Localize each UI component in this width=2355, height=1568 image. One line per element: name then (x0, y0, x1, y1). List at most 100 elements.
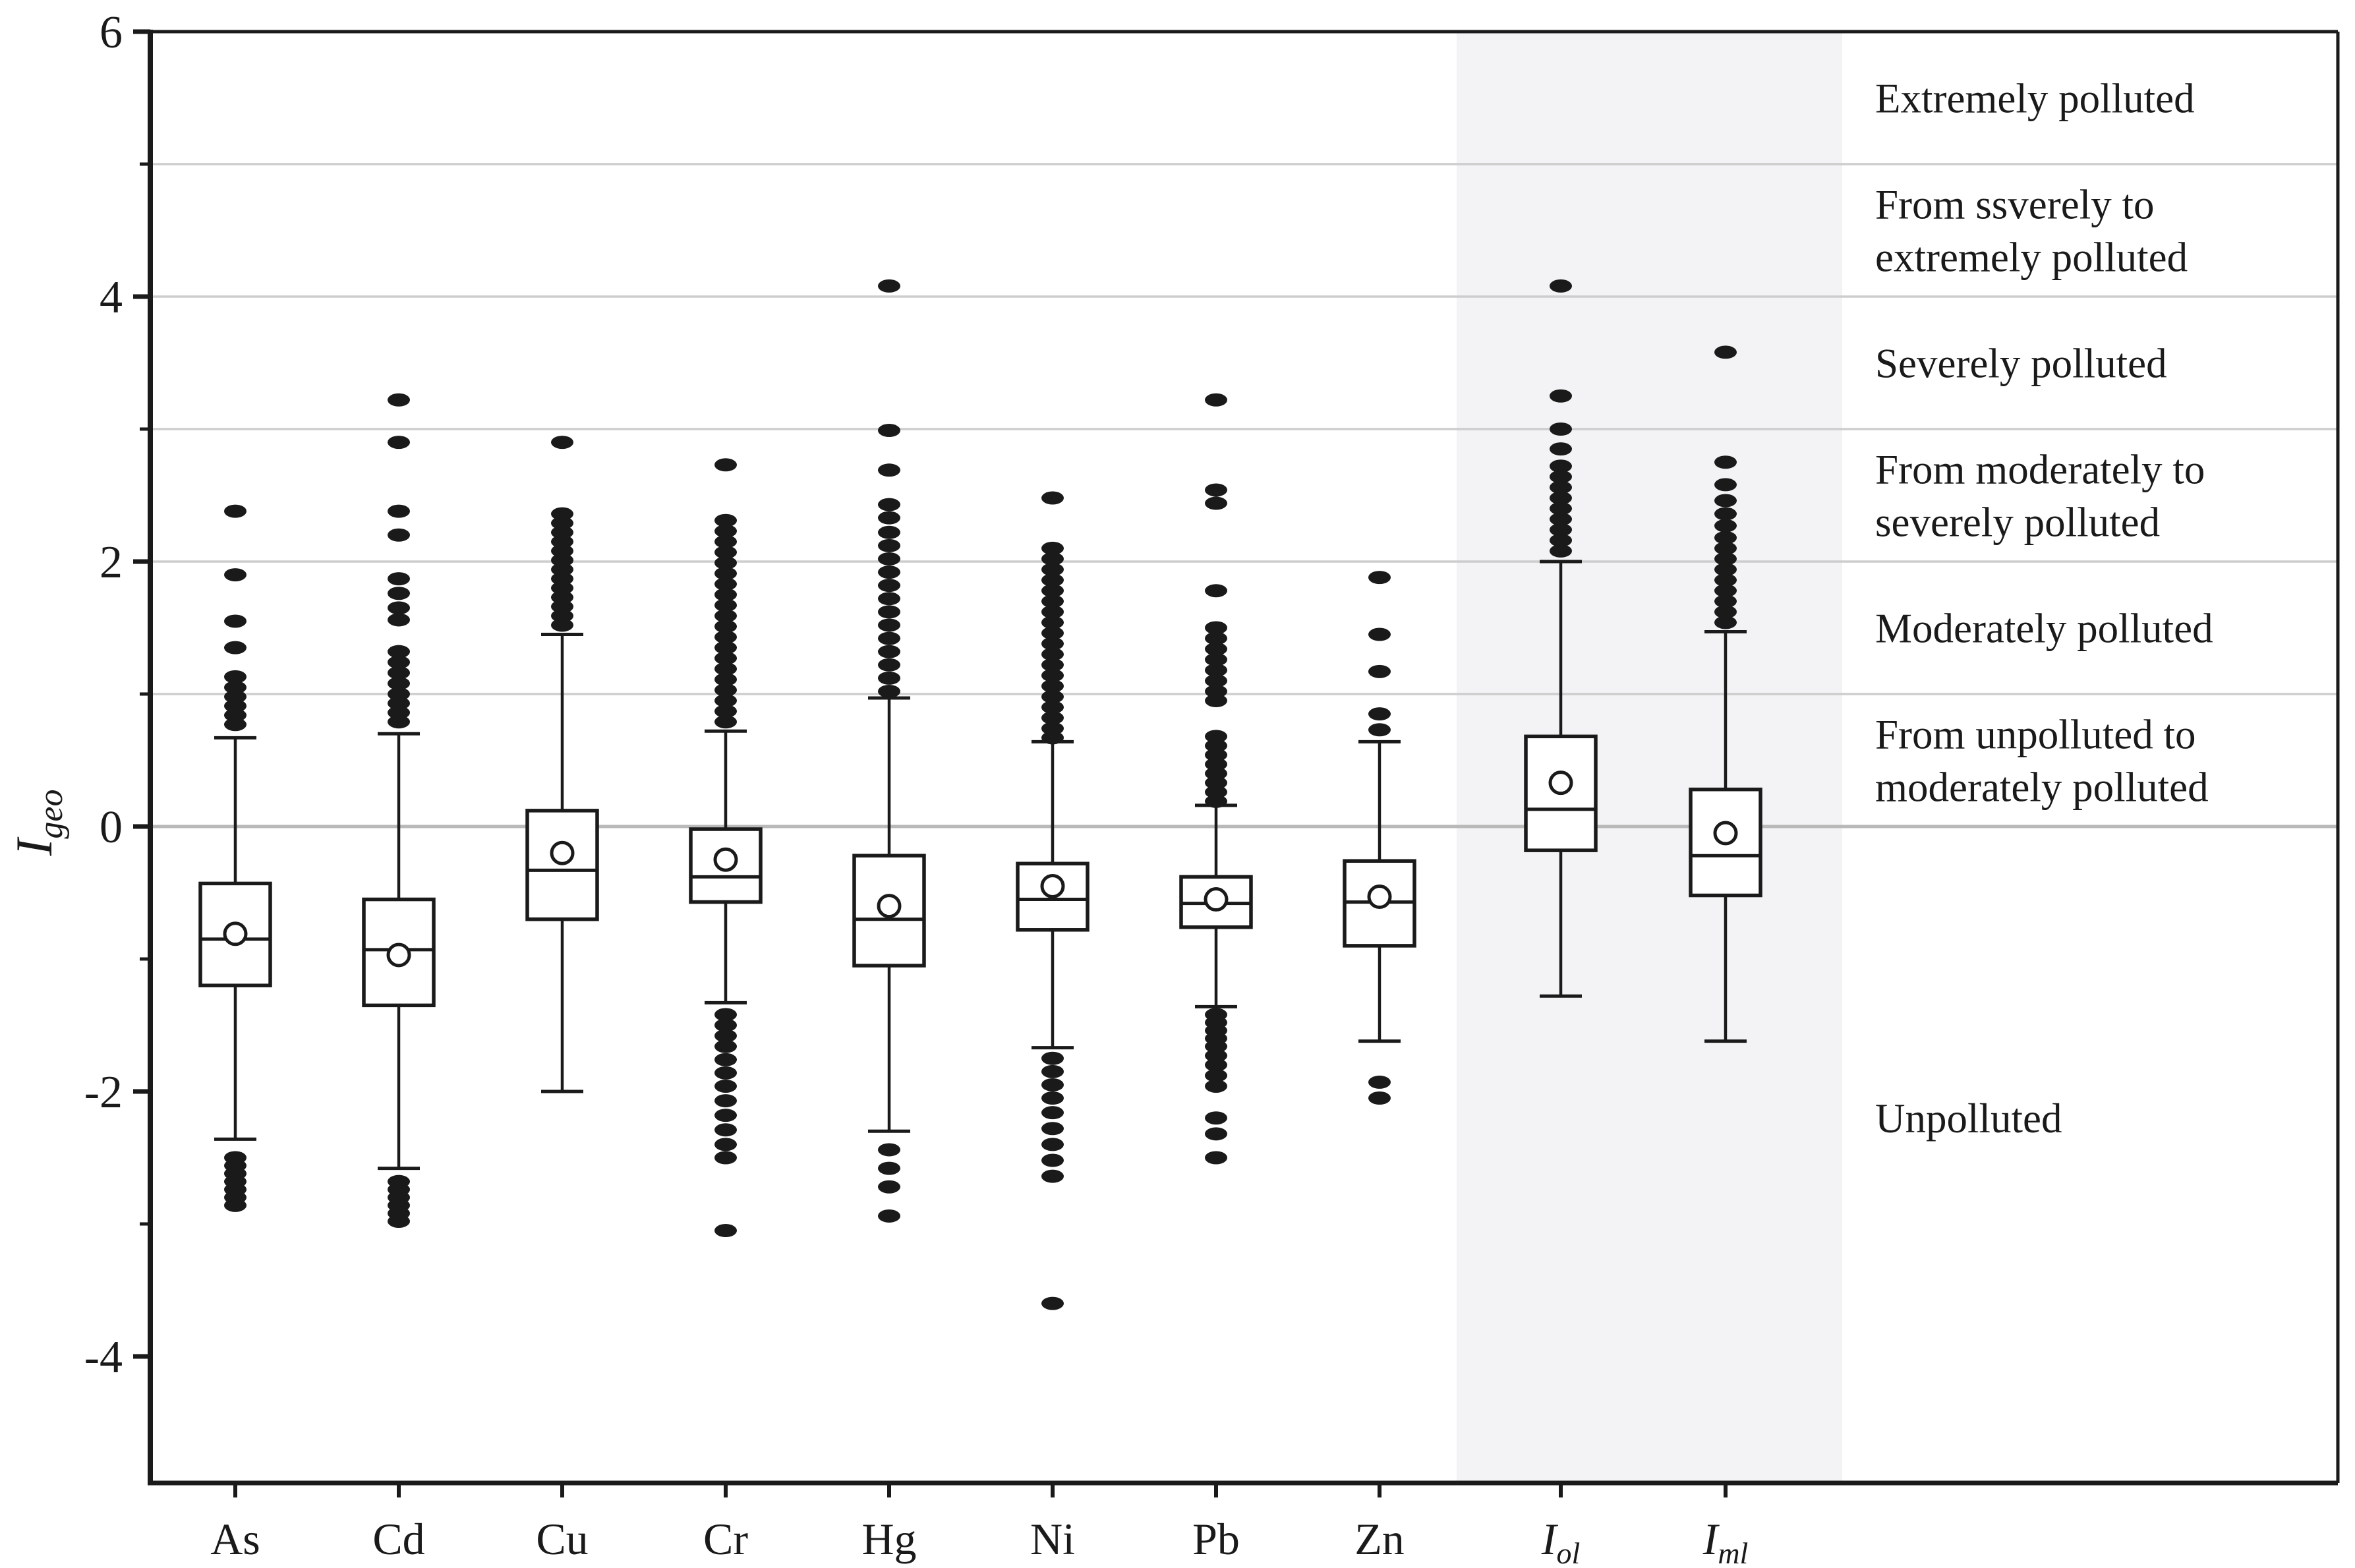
outlier-dot (1041, 679, 1064, 693)
outlier-dot (1205, 642, 1227, 656)
outlier-dot (388, 572, 410, 586)
outlier-dot (1550, 544, 1572, 558)
boxplot-As (198, 504, 272, 1212)
zone-label-2-line-0: Severely polluted (1875, 341, 2167, 387)
outlier-dot (1041, 711, 1064, 725)
outlier-dot (388, 587, 410, 600)
outlier-dot (714, 1008, 737, 1022)
outlier-dot (714, 598, 737, 612)
outlier-dot (714, 1066, 737, 1080)
outlier-dot (878, 511, 900, 525)
outlier-dot (1550, 533, 1572, 547)
outlier-dot (878, 1161, 900, 1175)
outlier-dot (1714, 478, 1737, 492)
outlier-dot (1041, 1122, 1064, 1136)
outlier-dot (224, 699, 247, 713)
outlier-dot (1041, 1078, 1064, 1091)
outlier-dot (878, 566, 900, 579)
mean-marker (1548, 770, 1573, 796)
outlier-dot (551, 553, 573, 567)
outlier-dot (1205, 757, 1227, 771)
x-label-Zn: Zn (1354, 1514, 1405, 1564)
outlier-dot (388, 697, 410, 711)
outlier-dot (551, 535, 573, 548)
outlier-dot (1041, 1064, 1064, 1078)
outlier-dot (1550, 470, 1572, 484)
outlier-dot (1041, 1106, 1064, 1120)
x-label-Iml: Iml (1702, 1514, 1749, 1568)
y-tick-label--2: -2 (84, 1067, 123, 1118)
outlier-dot (1205, 794, 1227, 808)
boxplot-Iol (1524, 279, 1598, 998)
outlier-dot (224, 504, 247, 518)
outlier-dot (714, 588, 737, 602)
outlier-dot (1368, 707, 1391, 721)
outlier-dot (1041, 1296, 1064, 1310)
outlier-dot (224, 641, 247, 654)
outlier-dot (388, 666, 410, 680)
outlier-dot (1714, 519, 1737, 533)
outlier-dot (714, 715, 737, 729)
outlier-dot (1550, 502, 1572, 515)
x-label-Ni: Ni (1030, 1514, 1075, 1564)
outlier-dot (1550, 523, 1572, 537)
outlier-dot (1041, 541, 1064, 555)
outlier-dot (878, 1209, 900, 1223)
outlier-dot (1205, 1111, 1227, 1125)
y-tick-label-4: 4 (100, 272, 123, 323)
outlier-dot (551, 525, 573, 539)
outlier-dot (714, 662, 737, 676)
mean-marker (877, 894, 902, 919)
outlier-dot (1041, 491, 1064, 505)
outlier-dot (714, 620, 737, 633)
outlier-dot (1714, 616, 1737, 629)
outlier-dot (1714, 595, 1737, 608)
outlier-dot (1205, 1079, 1227, 1093)
outlier-dot (714, 1138, 737, 1151)
outlier-dot (878, 279, 900, 293)
outlier-dot (1205, 694, 1227, 708)
zone-label-6-line-0: Unpolluted (1875, 1095, 2062, 1142)
outlier-dot (1041, 563, 1064, 577)
outlier-dot (1714, 494, 1737, 508)
outlier-dot (1205, 776, 1227, 790)
outlier-dot (714, 1109, 737, 1122)
mean-marker (1367, 885, 1392, 910)
outlier-dot (1550, 512, 1572, 526)
zone-label-5-line-1: moderately polluted (1875, 765, 2209, 811)
y-tick-label-2: 2 (100, 537, 123, 588)
outlier-dot (1368, 664, 1391, 678)
outlier-dot (714, 1151, 737, 1165)
outlier-dot (714, 705, 737, 718)
outlier-dot (1205, 1058, 1227, 1072)
outlier-dot (1205, 739, 1227, 753)
outlier-dot (1041, 595, 1064, 608)
outlier-dot (388, 655, 410, 669)
outlier-dot (224, 680, 247, 694)
outlier-dot (878, 645, 900, 658)
zone-label-1-line-0: From ssverely to (1875, 182, 2154, 228)
mean-marker (1713, 821, 1738, 846)
y-tick-label--4: -4 (84, 1332, 123, 1383)
x-label-Iol: Iol (1541, 1514, 1580, 1568)
outlier-dot (714, 524, 737, 538)
outlier-dot (1205, 483, 1227, 497)
outlier-dot (1205, 621, 1227, 635)
outlier-dot (388, 393, 410, 407)
boxplot-Cr (689, 458, 763, 1238)
outlier-dot (551, 544, 573, 558)
outlier-dot (1714, 455, 1737, 469)
outlier-dot (714, 1029, 737, 1043)
outlier-dot (714, 577, 737, 591)
outlier-dot (1205, 1068, 1227, 1082)
outlier-dot (1714, 552, 1737, 566)
y-tick-label-0: 0 (100, 802, 123, 853)
outlier-dot (551, 600, 573, 614)
x-label-As: As (210, 1514, 260, 1564)
y-tick-label-6: 6 (100, 7, 123, 58)
y-axis-title: Igeo (5, 789, 70, 856)
outlier-dot (388, 1214, 410, 1228)
outlier-dot (1714, 507, 1737, 521)
outlier-dot (1041, 668, 1064, 682)
